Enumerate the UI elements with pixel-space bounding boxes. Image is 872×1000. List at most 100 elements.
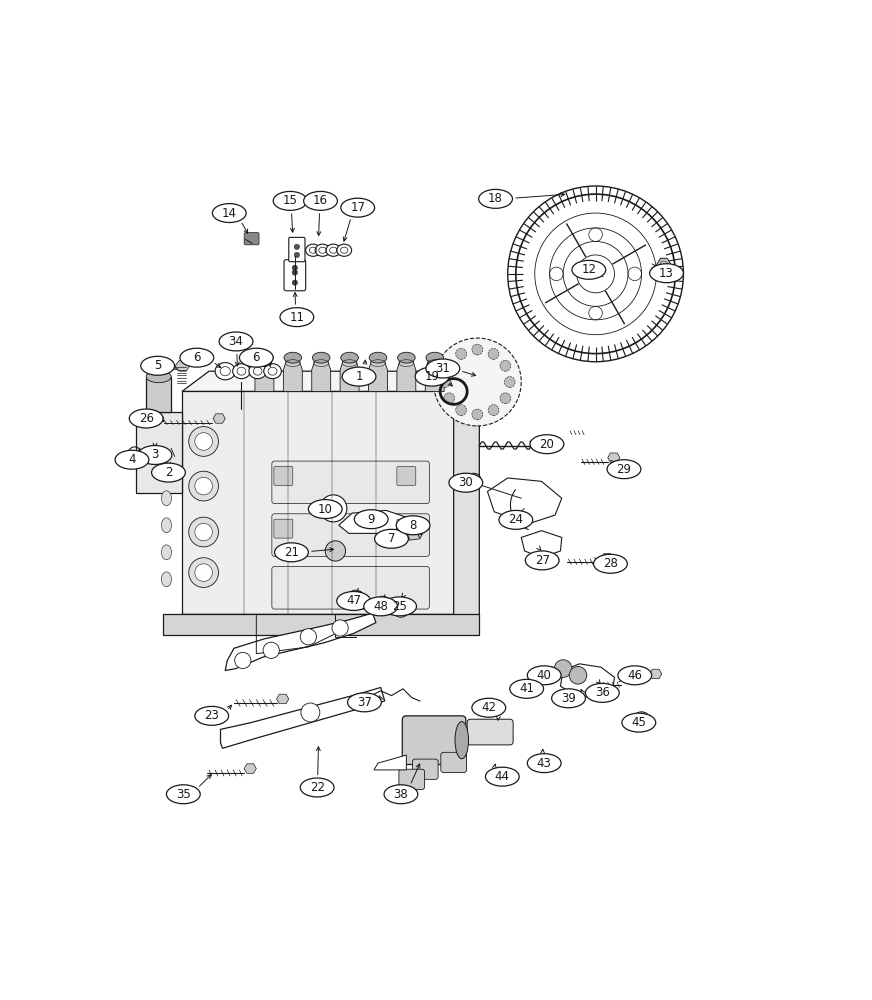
Ellipse shape [510,679,543,698]
Circle shape [294,252,300,258]
Circle shape [456,405,467,416]
Text: 41: 41 [519,682,535,695]
Polygon shape [374,755,406,770]
Text: 22: 22 [310,781,324,794]
Circle shape [188,517,219,547]
Ellipse shape [240,348,273,367]
Text: 8: 8 [410,519,417,532]
Circle shape [472,344,483,355]
Polygon shape [338,510,413,533]
Polygon shape [650,669,662,679]
Text: 19: 19 [425,370,439,383]
Ellipse shape [585,683,619,702]
Text: 26: 26 [139,412,153,425]
Circle shape [194,523,213,541]
Ellipse shape [341,352,358,363]
Ellipse shape [273,191,307,210]
Text: 42: 42 [481,701,496,714]
Polygon shape [561,664,615,698]
Ellipse shape [284,352,302,363]
Text: 38: 38 [393,788,408,801]
FancyBboxPatch shape [397,519,416,538]
Polygon shape [163,614,480,635]
Circle shape [194,477,213,495]
Circle shape [325,541,345,561]
Text: 47: 47 [346,594,361,607]
FancyBboxPatch shape [412,759,438,779]
FancyBboxPatch shape [272,514,429,556]
Circle shape [444,360,454,371]
Polygon shape [406,527,423,540]
Ellipse shape [300,778,334,797]
Ellipse shape [486,767,519,786]
FancyBboxPatch shape [289,237,305,262]
Text: 18: 18 [488,192,503,205]
Ellipse shape [528,754,561,773]
Polygon shape [340,358,359,391]
Text: 36: 36 [595,686,610,699]
Polygon shape [255,358,274,391]
Text: 20: 20 [540,438,555,451]
Ellipse shape [472,698,506,717]
Ellipse shape [634,712,649,724]
Circle shape [194,433,213,450]
Text: 23: 23 [204,709,219,722]
Ellipse shape [528,666,561,685]
Text: 9: 9 [367,513,375,526]
Polygon shape [601,554,613,562]
Polygon shape [487,478,562,524]
Ellipse shape [342,367,376,386]
Text: 10: 10 [317,503,333,516]
Ellipse shape [303,191,337,210]
Ellipse shape [280,308,314,327]
Ellipse shape [594,554,627,573]
Polygon shape [136,412,182,493]
Ellipse shape [384,785,418,804]
Text: 29: 29 [617,463,631,476]
Ellipse shape [530,435,564,454]
Ellipse shape [115,450,149,469]
FancyBboxPatch shape [274,466,293,485]
Circle shape [500,393,511,404]
Ellipse shape [455,722,468,759]
Ellipse shape [364,597,398,616]
FancyBboxPatch shape [272,566,429,609]
Text: 15: 15 [283,194,297,207]
Ellipse shape [369,352,387,363]
Circle shape [292,280,297,285]
Text: 37: 37 [357,696,371,709]
Text: 40: 40 [537,669,552,682]
Text: 44: 44 [494,770,510,783]
Text: 48: 48 [373,600,388,613]
Circle shape [301,703,320,722]
Polygon shape [426,358,444,391]
Text: 2: 2 [165,466,173,479]
Ellipse shape [337,244,351,256]
Circle shape [194,564,213,581]
Ellipse shape [315,244,330,256]
Polygon shape [369,358,387,391]
Text: 5: 5 [154,359,161,372]
Ellipse shape [369,510,379,524]
Ellipse shape [479,189,513,208]
FancyBboxPatch shape [467,719,513,745]
Text: 46: 46 [627,669,643,682]
Ellipse shape [146,371,171,383]
Text: 24: 24 [508,513,523,526]
Text: 1: 1 [355,370,363,383]
Ellipse shape [398,352,415,363]
Circle shape [569,667,587,684]
Text: 11: 11 [290,311,304,324]
Ellipse shape [396,516,430,535]
Text: 7: 7 [388,532,395,545]
Ellipse shape [129,409,163,428]
Text: 12: 12 [582,263,596,276]
Ellipse shape [449,473,483,492]
Ellipse shape [306,244,321,256]
FancyBboxPatch shape [402,716,466,765]
Ellipse shape [650,264,684,283]
Ellipse shape [426,359,460,378]
FancyBboxPatch shape [274,519,293,538]
Ellipse shape [263,364,282,379]
Ellipse shape [161,518,172,533]
